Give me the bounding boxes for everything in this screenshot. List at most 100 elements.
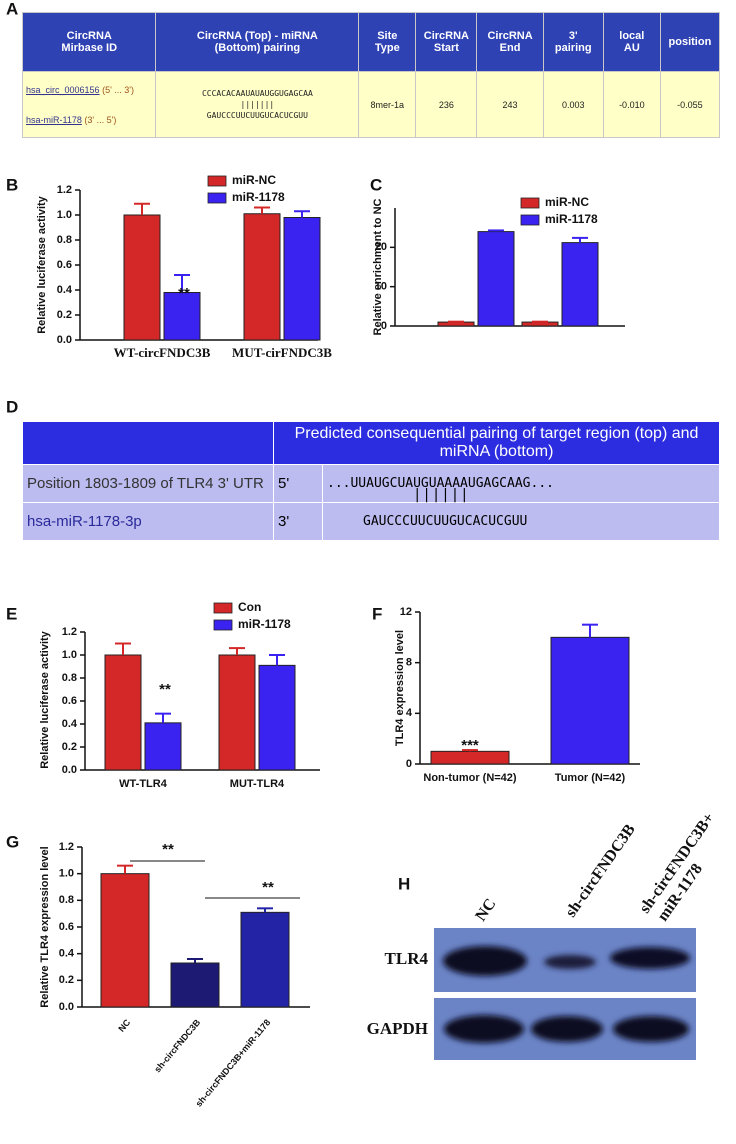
y-tick-label: 4 — [406, 707, 413, 719]
value-cell: 8mer-1a — [358, 71, 417, 138]
header-text: (Bottom) pairing — [214, 42, 301, 54]
bar — [170, 962, 220, 1008]
header-text: Site — [377, 30, 398, 42]
band — [610, 947, 690, 969]
error-bar — [115, 642, 131, 655]
y-tick-label: 1.2 — [59, 841, 74, 853]
header-cell: CircRNA Start — [415, 12, 478, 72]
y-tick-label: 0.8 — [57, 234, 72, 246]
lane-label: sh-circFNDC3B — [562, 821, 639, 920]
sequence: ||||||| — [240, 100, 275, 109]
row-label: hsa-miR-1178-3p — [22, 502, 274, 541]
value-cell: 236 — [415, 71, 478, 138]
panel-label: C — [370, 175, 382, 194]
error-bar — [582, 623, 598, 638]
y-tick-label: 0.0 — [59, 1001, 74, 1013]
sequence: GAUCCCUUCUUGUCACUCGUU — [206, 111, 308, 120]
bar — [243, 213, 281, 341]
header-cell: position — [659, 12, 721, 72]
header-cell: 3' pairing — [542, 12, 604, 72]
band — [613, 1016, 689, 1042]
value-cell: 243 — [476, 71, 544, 138]
pairing-table: Predicted consequential pairing of targe… — [22, 421, 720, 541]
bar — [100, 873, 150, 1008]
error-bar — [229, 647, 245, 655]
error-bar — [187, 958, 203, 963]
header-text: AU — [623, 42, 640, 54]
sequence: CCCACACAAUAUAUGGUGAGCAA — [201, 89, 313, 98]
bar — [240, 911, 290, 1008]
header-cell: CircRNA (Top) - miRNA (Bottom) pairing — [155, 12, 360, 72]
panel-label: D — [6, 397, 18, 416]
error-bar — [294, 210, 310, 218]
panel-label: H — [398, 874, 410, 893]
header-cell: local AU — [602, 12, 661, 72]
header-text: local — [619, 30, 645, 42]
legend-label: miR-1178 — [232, 190, 285, 204]
prediction-table: CircRNA Mirbase ID CircRNA (Top) - miRNA (B… — [21, 12, 721, 138]
strand-end: 3' — [273, 502, 323, 541]
annotation: ** — [178, 285, 190, 302]
error-bar — [134, 202, 150, 215]
strand-end: 5' — [273, 464, 323, 503]
header-text: End — [499, 42, 521, 54]
sequence: GAUCCCUUCUUGUCACUCGUU — [322, 502, 720, 541]
error-bar — [257, 907, 273, 913]
legend-label: Con — [238, 600, 261, 614]
y-tick-label: 0.6 — [57, 259, 72, 271]
legend-swatch — [207, 175, 227, 187]
y-tick-label: 0.8 — [62, 672, 77, 684]
header-cell: CircRNA Mirbase ID — [21, 12, 157, 72]
y-tick-label: 0.0 — [57, 334, 72, 346]
table-row: Position 1803-1809 of TLR4 3' UTR 5' ...… — [22, 464, 720, 503]
bar — [561, 242, 599, 327]
legend-label: miR-1178 — [238, 617, 291, 631]
error-bar — [572, 236, 588, 243]
bar — [218, 654, 256, 771]
y-tick-label: 1.0 — [62, 649, 77, 661]
error-bar — [174, 274, 190, 293]
band — [544, 955, 596, 969]
lane-label: NC — [472, 896, 499, 925]
y-tick-label: 1.2 — [57, 184, 72, 196]
panel-label: G — [6, 832, 19, 851]
sequence: ...UUAUGCUAUGUAAAAUGAGCAAG... — [322, 464, 720, 503]
y-tick-label: 0.6 — [62, 695, 77, 707]
band — [531, 1016, 603, 1042]
pairing-lines: |||||| — [413, 487, 470, 503]
header-cell: Site Type — [358, 12, 417, 72]
x-tick-label: Non-tumor (N=42) — [423, 772, 517, 784]
panel-label: B — [6, 175, 18, 194]
bar — [283, 217, 321, 341]
header-text: position — [668, 36, 712, 48]
error-bar — [269, 654, 285, 666]
band — [443, 946, 527, 976]
bar — [550, 636, 630, 765]
row-label: TLR4 — [385, 949, 429, 968]
value-cell: -0.055 — [659, 71, 721, 138]
header-cell: Predicted consequential pairing of targe… — [273, 421, 720, 465]
id-link: hsa-miR-1178 — [26, 114, 82, 125]
y-tick-label: 20 — [375, 241, 387, 253]
legend-swatch — [207, 192, 227, 204]
y-tick-label: 0.8 — [59, 894, 74, 906]
id-note: (3' ... 5') — [84, 114, 117, 125]
error-bar — [117, 864, 133, 874]
y-tick-label: 0.4 — [59, 948, 75, 960]
y-tick-label: 12 — [400, 606, 412, 618]
id-link: hsa_circ_0006156 — [26, 84, 100, 95]
id-line: hsa-miR-1178 (3' ... 5') — [26, 115, 154, 125]
error-bar — [488, 229, 504, 232]
panel-label: F — [372, 604, 382, 623]
panel-label: E — [6, 604, 17, 623]
y-tick-label: 1.0 — [59, 868, 74, 880]
bar — [258, 664, 296, 771]
value-cell: 0.003 — [542, 71, 604, 138]
header-row: CircRNA Mirbase ID CircRNA (Top) - miRNA (B… — [21, 12, 721, 72]
legend-swatch — [213, 602, 233, 614]
bar — [104, 654, 142, 771]
y-tick-label: 0.6 — [59, 921, 74, 933]
panel-label: A — [6, 0, 18, 18]
y-tick-label: 1.2 — [62, 626, 77, 638]
pairing-cell: CCCACACAAUAUAUGGUGAGCAA ||||||| GAUCCCUUCU… — [155, 71, 360, 138]
